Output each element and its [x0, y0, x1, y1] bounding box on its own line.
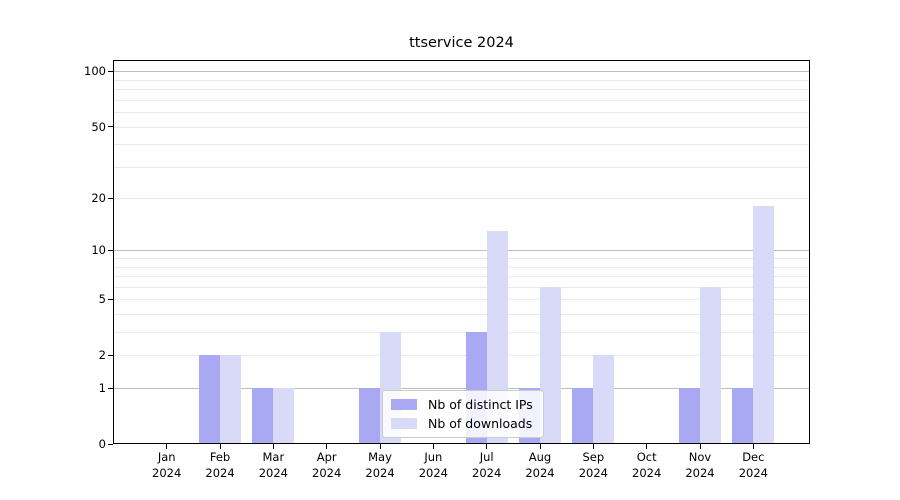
- plot-area: [113, 60, 810, 444]
- gridline-major: [113, 71, 810, 73]
- gridline-minor: [113, 258, 810, 260]
- y-tick-mark: [108, 387, 113, 389]
- gridline-minor: [113, 112, 810, 114]
- gridline-minor: [113, 89, 810, 91]
- x-tick-label: Jan 2024: [152, 450, 182, 480]
- gridline-minor: [113, 198, 810, 200]
- x-tick-label: Sep 2024: [578, 450, 608, 480]
- y-tick-label: 1: [98, 381, 106, 396]
- x-tick-mark: [166, 444, 168, 449]
- y-tick-label: 20: [91, 191, 106, 206]
- x-tick-mark: [326, 444, 328, 449]
- y-tick-label: 0: [98, 437, 106, 451]
- legend-item-distinct-ips: Nb of distinct IPs: [391, 398, 533, 411]
- x-tick-label: Dec 2024: [738, 450, 768, 480]
- x-tick-mark: [219, 444, 221, 449]
- gridline-minor: [113, 126, 810, 128]
- gridline-major: [113, 250, 810, 252]
- x-tick-mark: [432, 444, 435, 449]
- y-tick-label: 100: [84, 64, 106, 79]
- y-tick-mark: [108, 197, 113, 199]
- legend-swatch-downloads: [391, 418, 417, 429]
- chart-title: ttservice 2024: [409, 35, 514, 51]
- x-tick-mark: [539, 444, 541, 449]
- y-tick-label: 50: [91, 119, 106, 134]
- bar-downloads: [593, 355, 615, 444]
- x-tick-label: Jun 2024: [418, 450, 448, 480]
- legend-label-downloads: Nb of downloads: [428, 416, 533, 431]
- legend-swatch-distinct-ips: [391, 399, 417, 410]
- gridline-minor: [113, 314, 810, 316]
- bar-distinct-ips: [732, 388, 754, 444]
- x-tick-label: May 2024: [365, 450, 395, 480]
- bar-downloads: [220, 355, 242, 444]
- y-tick-mark: [108, 70, 113, 73]
- y-tick-label: 10: [91, 243, 106, 258]
- bar-distinct-ips: [572, 388, 594, 444]
- bar-downloads: [700, 286, 721, 444]
- x-tick-mark: [752, 444, 755, 449]
- x-tick-label: Aug 2024: [525, 450, 555, 480]
- y-tick-mark: [108, 354, 113, 356]
- bar-distinct-ips: [679, 388, 700, 444]
- x-tick-mark: [486, 444, 488, 449]
- bar-distinct-ips: [199, 355, 221, 444]
- gridline-minor: [113, 79, 810, 81]
- x-tick-label: Apr 2024: [312, 450, 342, 480]
- x-tick-mark: [592, 444, 595, 449]
- bar-distinct-ips: [359, 388, 381, 444]
- gridline-minor: [113, 166, 810, 168]
- legend: Nb of distinct IPs Nb of downloads: [382, 390, 544, 438]
- y-tick-mark: [108, 249, 113, 252]
- x-tick-mark: [646, 444, 648, 449]
- y-tick-label: 2: [98, 348, 106, 363]
- gridline-minor: [113, 286, 810, 288]
- x-tick-label: Oct 2024: [632, 450, 662, 480]
- legend-label-distinct-ips: Nb of distinct IPs: [428, 397, 533, 412]
- y-tick-mark: [108, 443, 113, 445]
- y-tick-label: 5: [98, 292, 106, 307]
- x-tick-mark: [699, 444, 701, 449]
- bar-downloads: [753, 206, 775, 444]
- x-tick-mark: [379, 444, 381, 449]
- gridline-minor: [113, 276, 810, 278]
- y-tick-mark: [108, 126, 113, 128]
- gridline-major: [113, 388, 810, 390]
- bar-distinct-ips: [252, 388, 274, 444]
- gridline-minor: [113, 299, 810, 301]
- bar-downloads: [273, 388, 295, 444]
- gridline-minor: [113, 332, 810, 334]
- gridline-minor: [113, 355, 810, 357]
- x-tick-label: Mar 2024: [258, 450, 288, 480]
- y-tick-mark: [108, 298, 113, 301]
- bar-downloads: [540, 286, 561, 444]
- gridline-minor: [113, 144, 810, 146]
- x-tick-label: Jul 2024: [472, 450, 502, 480]
- legend-item-downloads: Nb of downloads: [391, 417, 533, 430]
- x-tick-mark: [272, 444, 275, 449]
- gridline-minor: [113, 99, 810, 101]
- gridline-minor: [113, 266, 810, 268]
- x-tick-label: Feb 2024: [205, 450, 235, 480]
- x-tick-label: Nov 2024: [685, 450, 715, 480]
